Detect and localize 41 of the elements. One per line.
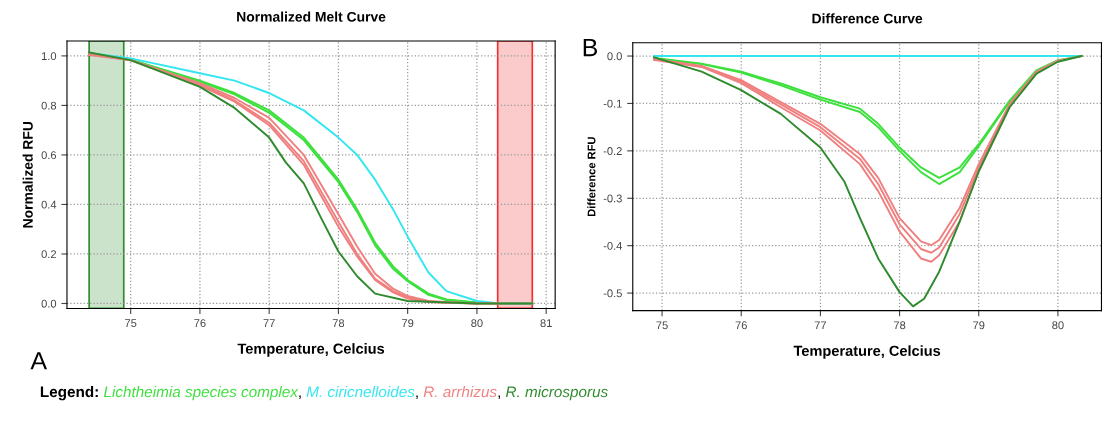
y-tick-label: 0.4 [41,200,57,209]
y-tick-label: -0.2 [603,147,622,155]
x-tick-label: 77 [814,321,827,330]
x-tick-label: 75 [656,321,668,330]
x-tick-label: 80 [1052,321,1064,330]
y-tick-label: -0.3 [603,194,622,203]
text: B [583,38,598,57]
y-tick-label: 0.2 [41,250,56,259]
y-tick-label: 0.0 [607,52,622,61]
y-axis-title: Difference RFU [587,137,596,217]
text: Lichtheimia species complex [103,386,299,401]
text: A [30,352,48,370]
x-tick-label: 81 [540,319,552,328]
chart-title: Difference Curve [812,13,923,24]
y-tick-label: -0.5 [603,289,622,298]
text: , [299,395,301,400]
x-tick-label: 80 [471,319,483,328]
x-tick-label: 79 [973,321,985,330]
y-axis-title: Normalized RFU [22,121,33,228]
x-tick-label: 78 [893,321,906,330]
x-tick-label: 78 [332,319,345,328]
y-tick-label: 0.6 [41,151,57,160]
text: R. arrhizus [423,386,497,398]
y-tick-label: 0.8 [41,101,57,110]
x-tick-label: 79 [402,319,414,328]
x-tick-label: 76 [194,319,206,328]
y-tick-label: 1.0 [41,52,57,61]
text: R. microsporus [505,386,608,401]
y-tick-label: -0.4 [603,241,623,250]
legend-title: Legend: [40,385,98,401]
x-axis-title: Temperature, Celcius [793,345,941,359]
x-tick-label: 76 [735,321,747,330]
x-tick-label: 75 [125,319,137,328]
x-axis-title: Temperature, Celcius [237,343,385,357]
text: , [498,395,500,400]
y-tick-label: -0.1 [603,99,622,108]
x-tick-label: 77 [263,319,275,327]
chart-title: Normalized Melt Curve [237,11,386,22]
text: M. ciricnelloides [306,386,415,398]
text: , [416,395,418,400]
y-tick-label: 0.0 [41,299,57,308]
